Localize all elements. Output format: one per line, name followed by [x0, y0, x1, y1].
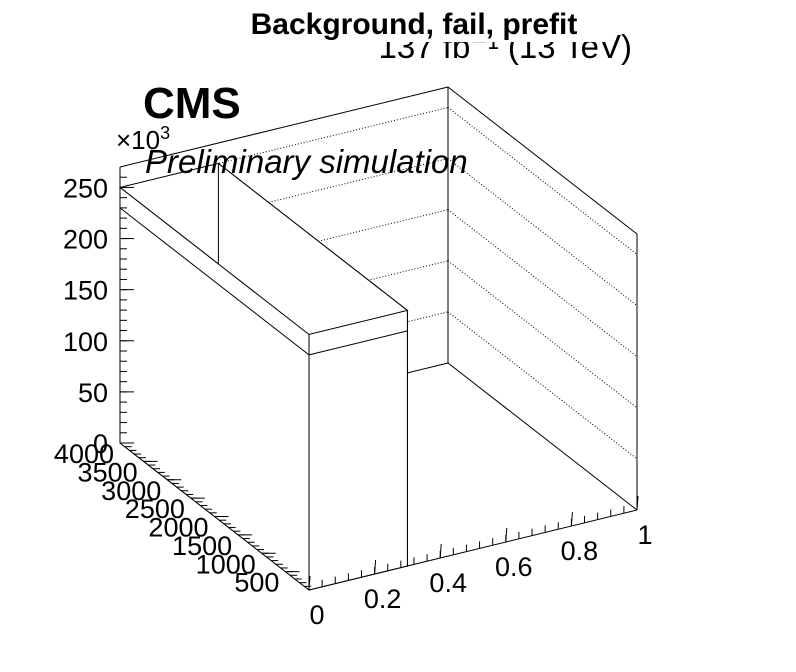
z-grid-side-200: [447, 158, 638, 306]
y-tick-label-4000: 4000: [54, 439, 114, 469]
z-tick-label-50: 50: [78, 378, 108, 408]
z-grid-back-250: [119, 106, 449, 188]
z-grid-back-200: [119, 158, 449, 240]
y-tick-label-500: 500: [234, 568, 279, 598]
y-tick-label-1500: 1500: [172, 531, 232, 561]
bin-0-front-face: [308, 309, 408, 591]
title-box-rect: [236, 0, 606, 42]
z-multiplier-base: ×10: [116, 125, 160, 155]
right-floor-edge: [447, 362, 638, 511]
z-tick-label-100: 100: [63, 327, 108, 357]
chart-title: Background, fail, prefit: [251, 8, 578, 41]
bin-0-front-band: [308, 330, 408, 356]
z-grid-side-250: [447, 107, 638, 255]
y-tick-label-2000: 2000: [148, 513, 208, 543]
x-tick-0: [308, 575, 311, 591]
z-multiplier: ×103: [116, 123, 170, 155]
y-tick-label-3500: 3500: [78, 457, 138, 487]
z-tick-label-200: 200: [63, 225, 108, 255]
z-tick-label-150: 150: [63, 276, 108, 306]
bars: [118, 162, 409, 592]
z-multiplier-exp: 3: [160, 123, 170, 143]
x-tick-label-0.2: 0.2: [364, 584, 402, 614]
x-tick-label-0.6: 0.6: [495, 552, 533, 582]
y-tick-label-1000: 1000: [196, 549, 256, 579]
cms-label: CMS: [143, 79, 241, 128]
y-tick-label-2500: 2500: [125, 494, 185, 524]
extra-label: Preliminary simulation: [145, 143, 468, 180]
z-tick-label-250: 250: [63, 173, 108, 203]
x-tick-label-0.8: 0.8: [561, 536, 599, 566]
x-tick-label-0.4: 0.4: [429, 568, 467, 598]
z-grid-side-50: [447, 311, 638, 460]
bin-0-left-band: [119, 207, 310, 356]
axis-ticks: 00.20.40.60.8150010001500200025003000350…: [54, 167, 653, 630]
z-tick-label-0: 0: [93, 429, 108, 459]
x-tick-label-0: 0: [309, 600, 324, 630]
y-tick-label-3000: 3000: [101, 476, 161, 506]
x-tick-label-1: 1: [637, 520, 652, 550]
z-grid-side-150: [447, 209, 638, 358]
right-top-edge: [447, 86, 638, 235]
z-grid-side-100: [447, 260, 638, 409]
x-tick-1: [636, 495, 639, 511]
back-top-edge: [119, 86, 449, 168]
text-layer: 137 fb⁻¹ (13 TeV) Background, fail, pref…: [116, 0, 632, 180]
